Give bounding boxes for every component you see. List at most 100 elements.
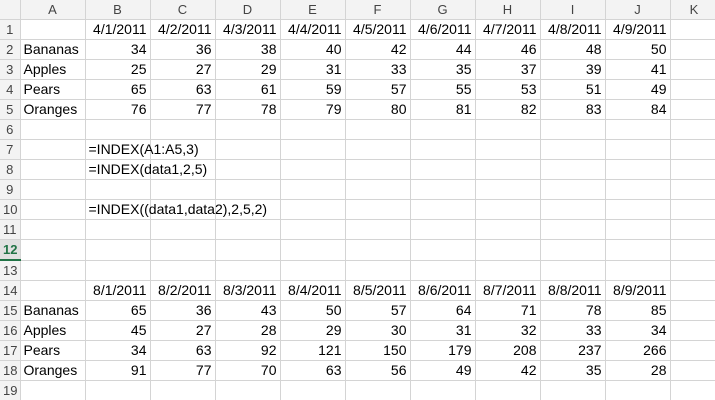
cell-e12[interactable] [280,239,346,261]
cell-i4[interactable]: 51 [540,79,606,100]
cell-c14[interactable]: 8/2/2011 [150,280,216,301]
cell-d19[interactable] [215,380,281,400]
cell-j11[interactable] [605,219,671,240]
cell-b4[interactable]: 65 [85,79,151,100]
cell-j6[interactable] [605,119,671,140]
cell-b12[interactable] [85,239,151,261]
cell-a5[interactable]: Oranges [20,99,86,120]
cell-f2[interactable]: 42 [345,39,411,60]
cell-d16[interactable]: 28 [215,320,281,341]
cell-i15[interactable]: 78 [540,300,606,321]
column-header-e[interactable]: E [280,0,346,20]
cell-a11[interactable] [20,219,86,240]
cell-j15[interactable]: 85 [605,300,671,321]
cell-e1[interactable]: 4/4/2011 [280,19,346,40]
cell-i14[interactable]: 8/8/2011 [540,280,606,301]
cell-j1[interactable]: 4/9/2011 [605,19,671,40]
cell-d9[interactable] [215,179,281,200]
cell-j8[interactable] [605,159,671,180]
row-header-4[interactable]: 4 [0,79,21,100]
cell-b5[interactable]: 76 [85,99,151,120]
row-header-11[interactable]: 11 [0,219,21,240]
cell-a1[interactable] [20,19,86,40]
cell-b8[interactable]: =INDEX(data1,2,5) [85,159,207,180]
cell-e7[interactable] [280,139,346,160]
cell-i7[interactable] [540,139,606,160]
cell-h18[interactable]: 42 [475,360,541,381]
cell-a6[interactable] [20,119,86,140]
cell-i6[interactable] [540,119,606,140]
cell-g6[interactable] [410,119,476,140]
cell-k12[interactable] [670,239,715,261]
cell-b6[interactable] [85,119,151,140]
cell-c11[interactable] [150,219,216,240]
cell-b15[interactable]: 65 [85,300,151,321]
cell-f9[interactable] [345,179,411,200]
column-header-i[interactable]: I [540,0,606,20]
cell-b9[interactable] [85,179,151,200]
cell-j10[interactable] [605,199,671,220]
cell-b11[interactable] [85,219,151,240]
cell-j17[interactable]: 266 [605,340,671,361]
cell-e3[interactable]: 31 [280,59,346,80]
cell-h5[interactable]: 82 [475,99,541,120]
cell-c2[interactable]: 36 [150,39,216,60]
cell-d8[interactable] [215,159,281,180]
cell-h6[interactable] [475,119,541,140]
cell-a9[interactable] [20,179,86,200]
select-all-corner[interactable] [0,0,21,20]
cell-f7[interactable] [345,139,411,160]
column-header-d[interactable]: D [215,0,281,20]
cell-b16[interactable]: 45 [85,320,151,341]
column-header-f[interactable]: F [345,0,411,20]
cell-b18[interactable]: 91 [85,360,151,381]
cell-f17[interactable]: 150 [345,340,411,361]
cell-c9[interactable] [150,179,216,200]
column-header-g[interactable]: G [410,0,476,20]
cell-b13[interactable] [85,260,151,281]
cell-b17[interactable]: 34 [85,340,151,361]
row-header-17[interactable]: 17 [0,340,21,361]
row-header-10[interactable]: 10 [0,199,21,220]
cell-h4[interactable]: 53 [475,79,541,100]
cell-h2[interactable]: 46 [475,39,541,60]
cell-f12[interactable] [345,239,411,261]
cell-k15[interactable] [670,300,715,321]
cell-h7[interactable] [475,139,541,160]
row-header-8[interactable]: 8 [0,159,21,180]
row-header-6[interactable]: 6 [0,119,21,140]
cell-k19[interactable] [670,380,715,400]
cell-g10[interactable] [410,199,476,220]
cell-c15[interactable]: 36 [150,300,216,321]
cell-h14[interactable]: 8/7/2011 [475,280,541,301]
cell-c17[interactable]: 63 [150,340,216,361]
cell-g18[interactable]: 49 [410,360,476,381]
cell-b1[interactable]: 4/1/2011 [85,19,151,40]
cell-d7[interactable] [215,139,281,160]
cell-d3[interactable]: 29 [215,59,281,80]
cell-a12[interactable] [20,239,86,261]
cell-a10[interactable] [20,199,86,220]
cell-f14[interactable]: 8/5/2011 [345,280,411,301]
cell-h1[interactable]: 4/7/2011 [475,19,541,40]
cell-f13[interactable] [345,260,411,281]
row-header-13[interactable]: 13 [0,260,21,281]
cell-g5[interactable]: 81 [410,99,476,120]
cell-i11[interactable] [540,219,606,240]
cell-g16[interactable]: 31 [410,320,476,341]
cell-a15[interactable]: Bananas [20,300,86,321]
cell-d18[interactable]: 70 [215,360,281,381]
cell-a8[interactable] [20,159,86,180]
cell-k6[interactable] [670,119,715,140]
cell-c19[interactable] [150,380,216,400]
cell-d17[interactable]: 92 [215,340,281,361]
cell-e4[interactable]: 59 [280,79,346,100]
cell-e17[interactable]: 121 [280,340,346,361]
cell-i19[interactable] [540,380,606,400]
cell-e14[interactable]: 8/4/2011 [280,280,346,301]
cell-f16[interactable]: 30 [345,320,411,341]
cell-i5[interactable]: 83 [540,99,606,120]
cell-c13[interactable] [150,260,216,281]
cell-a14[interactable] [20,280,86,301]
cell-k4[interactable] [670,79,715,100]
